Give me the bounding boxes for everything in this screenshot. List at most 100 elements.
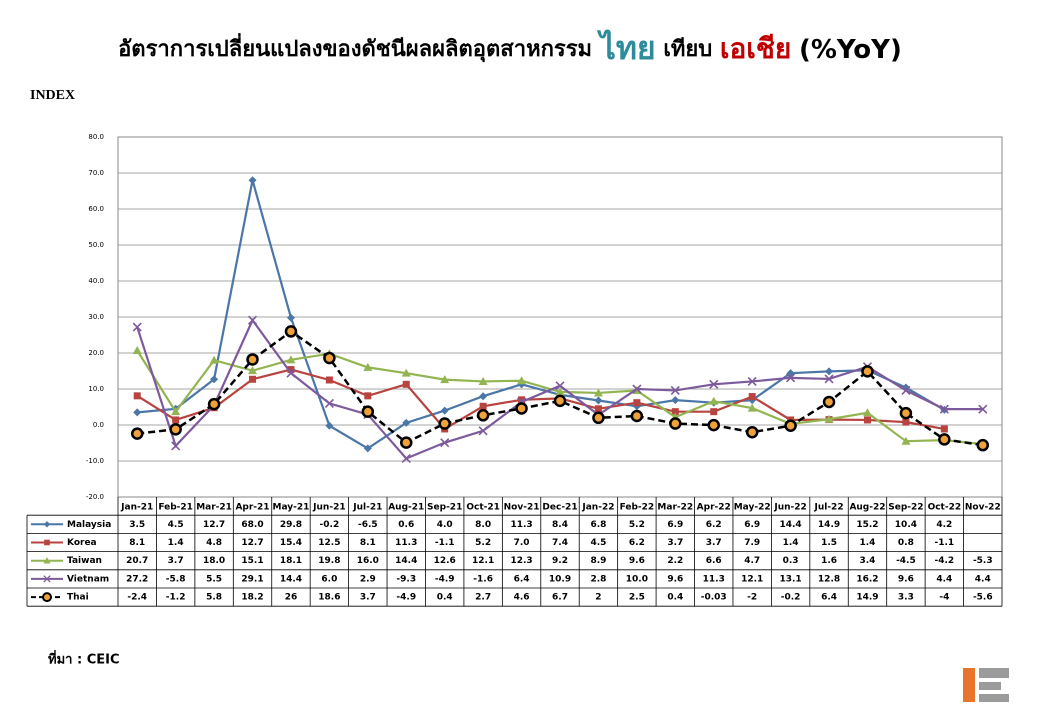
- data-point: [132, 322, 142, 332]
- data-point: [361, 405, 375, 418]
- x-tick-label: Sep-22: [888, 503, 923, 513]
- table-value: 15.2: [856, 520, 878, 530]
- legend-label: Thai: [67, 593, 89, 603]
- table-value: 4.6: [514, 593, 530, 603]
- data-point: [940, 425, 948, 433]
- data-point: [246, 353, 259, 366]
- table-value: 0.8: [898, 538, 914, 548]
- data-point: [400, 436, 413, 449]
- data-point: [901, 385, 911, 396]
- legend-label: Malaysia: [67, 520, 111, 530]
- table-value: 12.7: [241, 538, 263, 548]
- legend-marker: [41, 592, 52, 603]
- table-value: 5.5: [206, 574, 222, 584]
- data-point: [594, 396, 603, 405]
- table-value: 12.8: [818, 574, 840, 584]
- data-point: [132, 345, 142, 354]
- data-point: [745, 425, 759, 439]
- y-tick-label: 20.0: [88, 349, 104, 357]
- table-value: -2: [747, 593, 757, 603]
- title-part: อัตราการเปลี่ยนแปลงของดัชนีผลผลิตอุตสาหก…: [118, 32, 592, 63]
- table-value: 3.7: [706, 538, 722, 548]
- data-point: [286, 368, 296, 378]
- table-value: -5.6: [973, 593, 993, 603]
- table-value: 9.2: [552, 556, 568, 566]
- legend-marker: [43, 521, 51, 528]
- data-point: [748, 393, 756, 401]
- table-value: -4.9: [396, 593, 416, 603]
- table-value: 1.5: [821, 538, 837, 548]
- data-point: [786, 373, 796, 383]
- data-point: [440, 375, 450, 384]
- data-point: [976, 438, 990, 452]
- y-tick-label: 60.0: [88, 205, 104, 213]
- y-tick-label: 30.0: [88, 313, 104, 321]
- x-tick-label: Aug-22: [849, 503, 885, 513]
- table-value: 3.7: [360, 593, 376, 603]
- title-part: เทียบ: [663, 37, 712, 62]
- table-value: 1.6: [821, 556, 837, 566]
- x-tick-label: Mar-22: [657, 503, 693, 513]
- y-tick-label: -20.0: [86, 493, 104, 501]
- data-point: [323, 351, 336, 365]
- legend-label: Korea: [67, 538, 97, 548]
- table-value: 0.4: [437, 593, 453, 603]
- table-value: 1.4: [168, 538, 184, 548]
- x-tick-label: Sep-21: [427, 503, 462, 513]
- data-point: [133, 408, 142, 417]
- data-point: [710, 408, 718, 416]
- table-value: 26: [285, 593, 298, 603]
- data-point: [594, 405, 602, 413]
- title-part: เอเชีย: [720, 32, 791, 65]
- table-value: 2: [595, 593, 601, 603]
- data-point: [902, 418, 910, 426]
- x-tick-label: May-22: [734, 503, 771, 513]
- table-value: 4.4: [975, 574, 991, 584]
- table-value: 6.4: [514, 574, 530, 584]
- data-point: [479, 392, 488, 401]
- table-value: -9.3: [396, 574, 416, 584]
- table-value: -2.4: [127, 593, 147, 603]
- table-value: 12.1: [741, 574, 763, 584]
- y-tick-label: 70.0: [88, 169, 104, 177]
- table-value: 1.4: [860, 538, 876, 548]
- legend-entry: Vietnam: [31, 574, 109, 584]
- data-point: [363, 444, 372, 453]
- y-tick-label: 0.0: [93, 421, 104, 429]
- data-point: [402, 418, 411, 427]
- table-value: 16.0: [357, 556, 379, 566]
- title-part: (%YoY): [799, 35, 902, 65]
- data-point: [555, 381, 565, 391]
- data-point: [401, 453, 411, 464]
- table-value: 7.4: [552, 538, 568, 548]
- data-point: [210, 375, 219, 384]
- table-value: 12.7: [203, 520, 225, 530]
- table-value: 0.4: [667, 593, 683, 603]
- table-value: -0.03: [701, 593, 727, 603]
- x-tick-label: Jun-21: [312, 503, 345, 513]
- data-point: [707, 418, 720, 432]
- table-value: 2.7: [475, 593, 491, 603]
- data-point: [862, 408, 872, 417]
- table-value: 12.3: [510, 556, 532, 566]
- table-value: -0.2: [320, 520, 340, 530]
- table-value: -4.5: [896, 556, 916, 566]
- table-value: -1.2: [166, 593, 186, 603]
- data-point: [402, 380, 410, 388]
- table-value: -5.8: [166, 574, 186, 584]
- table-value: 6.9: [667, 520, 683, 530]
- table-value: 4.7: [744, 556, 760, 566]
- table-value: 6.0: [321, 574, 337, 584]
- x-tick-label: Nov-21: [504, 503, 540, 513]
- table-value: 0.3: [783, 556, 799, 566]
- table-value: 19.8: [318, 556, 340, 566]
- table-value: 4.8: [206, 538, 222, 548]
- data-point: [670, 385, 680, 396]
- data-point: [669, 417, 682, 430]
- data-point: [632, 384, 642, 394]
- table-value: 6.7: [552, 593, 568, 603]
- data-point: [517, 376, 527, 385]
- table-value: -1.1: [935, 538, 955, 548]
- data-point: [247, 315, 258, 325]
- data-point: [709, 396, 719, 405]
